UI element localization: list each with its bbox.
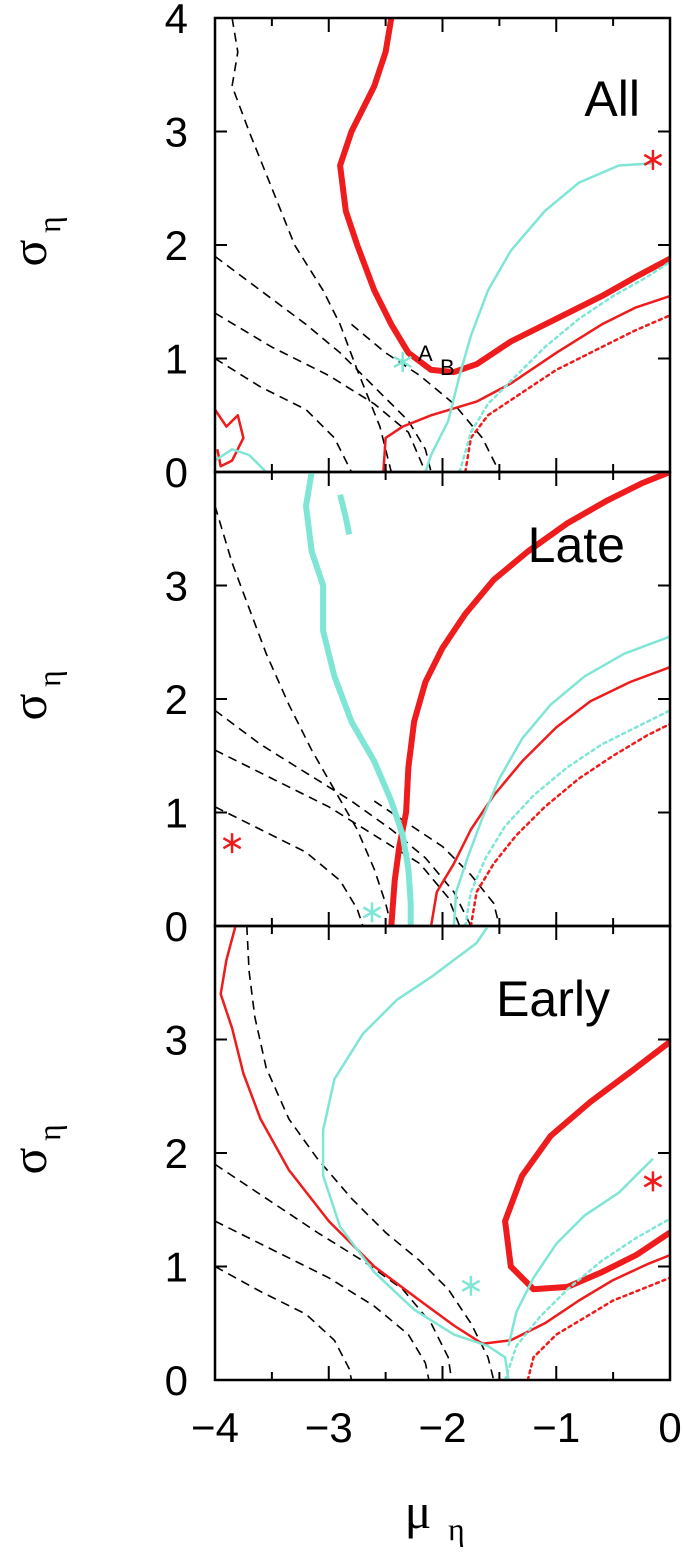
series-line-black-dashed-1	[215, 255, 432, 472]
x-tick-label: −3	[305, 1404, 353, 1451]
y-tick-label: 0	[165, 449, 188, 496]
annotation-b: B	[440, 355, 455, 380]
panel-late: Late	[213, 470, 672, 928]
series-line-cyan-solid-11	[215, 448, 268, 472]
y-tick-label: 2	[165, 676, 188, 723]
y-axis-title: ση	[1, 670, 67, 720]
y-tick-label: 2	[165, 1130, 188, 1177]
series-line-black-dashed-1	[215, 1163, 453, 1380]
x-tick-label: 0	[658, 1404, 681, 1451]
series-line-cyan-solid-8	[303, 472, 414, 926]
asterisk-marker-cyan	[362, 902, 382, 923]
y-axis-title-sub: η	[31, 216, 67, 233]
y-tick-label: 1	[165, 790, 188, 837]
y-tick-label: 1	[165, 1244, 188, 1291]
asterisk-marker-red	[643, 1171, 663, 1192]
x-tick-labels: −4 −3 −2 −1 0	[191, 1404, 682, 1451]
series-line-cyan-solid-7	[321, 926, 510, 1380]
y-axis-title-sub: η	[31, 670, 67, 687]
asterisk-marker-cyan	[393, 351, 412, 372]
y-tick-label: 0	[165, 903, 188, 950]
series-line-cyan-solid-8	[507, 1157, 654, 1347]
panel-all: All A B	[213, 16, 672, 474]
y-tick-label: 1	[165, 336, 188, 383]
y-axis-title-main: σ	[1, 693, 57, 720]
series-line-cyan-dotted-11	[464, 709, 670, 926]
x-axis-title: μ η	[405, 1483, 465, 1547]
series-line-black-dashed-2	[215, 312, 427, 472]
y-tick-label: 3	[165, 109, 188, 156]
asterisk-marker-red	[643, 149, 663, 170]
y-tick-label: 4	[165, 0, 188, 42]
panel-label: All	[584, 71, 640, 127]
y-axis-title-sub: η	[31, 1124, 67, 1141]
x-axis-title-main: μ	[405, 1483, 432, 1539]
series-line-black-dashed-3	[215, 357, 353, 472]
panel-label: Late	[528, 517, 625, 573]
y-tick-label: 3	[165, 1017, 188, 1064]
y-axis-title-main: σ	[1, 1147, 57, 1174]
asterisk-marker-cyan	[461, 1275, 481, 1296]
x-tick-label: −2	[419, 1404, 467, 1451]
series-line-black-dashed-0	[231, 18, 393, 472]
x-axis-title-sub: η	[448, 1511, 465, 1547]
panel-early: Early	[213, 924, 672, 1382]
series-line-red-dotted-6	[526, 1276, 670, 1380]
y-tick-label: 0	[165, 1357, 188, 1404]
y-tick-label: 2	[165, 222, 188, 269]
x-tick-label: −1	[532, 1404, 580, 1451]
series-line-red-solid-8	[215, 408, 245, 468]
series-line-red-solid-5	[219, 926, 670, 1345]
series-line-red-solid-6	[382, 294, 670, 472]
series-line-cyan-solid-10	[452, 635, 670, 926]
series-line-black-dashed-3	[215, 806, 364, 926]
annotation-a: A	[418, 341, 433, 366]
series-line-black-dashed-0	[246, 926, 495, 1380]
y-tick-label: 3	[165, 563, 188, 610]
series-line-cyan-dotted-9	[503, 1217, 670, 1380]
series-line-red-dotted-7	[464, 314, 670, 472]
x-tick-label: −4	[191, 1404, 239, 1451]
series-line-red-dotted-7	[469, 722, 670, 926]
series-line-cyan-dotted-10	[458, 260, 670, 472]
series-line-black-dashed-2	[215, 749, 461, 926]
y-axis-title-main: σ	[1, 239, 57, 266]
series-line-cyan-solid-9	[337, 493, 353, 535]
series-line-red-solid-6	[429, 666, 670, 926]
asterisk-marker-red	[222, 833, 242, 854]
series-line-black-dashed-0	[215, 505, 393, 926]
y-tick-labels: 0 1 2 3 4 0 1 2 3 0 1 2 3	[165, 0, 188, 1404]
y-axis-title: ση	[1, 1124, 67, 1174]
y-axis-title: ση	[1, 216, 67, 266]
series-line-black-dashed-1	[215, 709, 472, 926]
series-line-black-dashed-4	[350, 323, 501, 472]
series-line-black-dashed-3	[215, 1265, 353, 1380]
series-line-red-solid-4	[502, 1039, 670, 1293]
series-line-cyan-solid-9	[424, 162, 653, 472]
panel-label: Early	[496, 971, 610, 1027]
series-line-black-dashed-2	[215, 1220, 430, 1380]
series-line-red-solid-5	[337, 18, 670, 376]
